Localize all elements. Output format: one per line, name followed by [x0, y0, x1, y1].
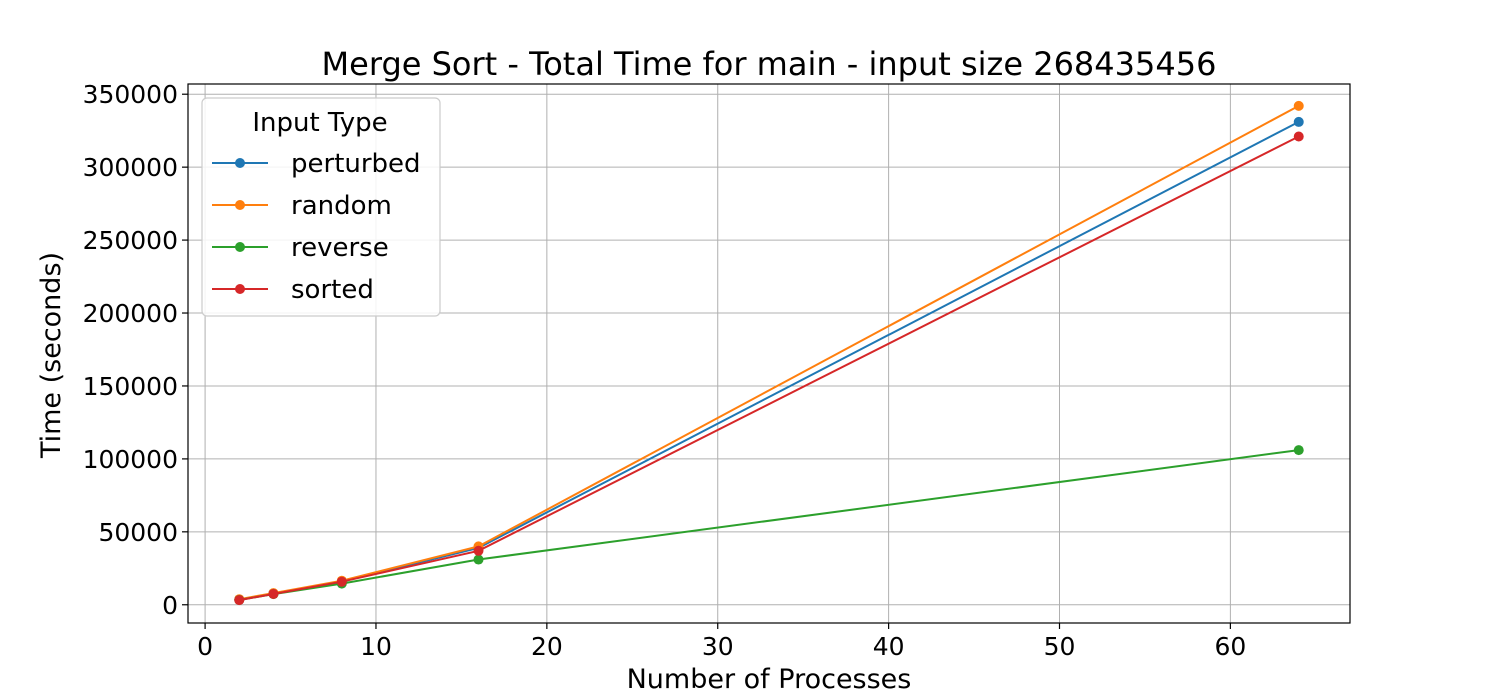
- data-point-sorted: [473, 545, 484, 556]
- data-point-sorted: [268, 588, 279, 599]
- x-tick-label: 60: [1214, 632, 1246, 661]
- legend-entries: perturbed random reverse sorted: [212, 149, 421, 305]
- x-tick-label: 0: [197, 632, 213, 661]
- x-tick-label: 30: [702, 632, 734, 661]
- legend-label: random: [291, 191, 392, 221]
- series-line-reverse: [239, 449, 1299, 601]
- x-tick-label: 50: [1044, 632, 1076, 661]
- legend-item-reverse: reverse: [212, 233, 389, 263]
- x-tick-label: 20: [531, 632, 563, 661]
- x-tick-label: 10: [360, 632, 392, 661]
- legend-title: Input Type: [252, 108, 387, 138]
- data-point-reverse: [1293, 445, 1304, 456]
- legend-label: sorted: [291, 275, 374, 305]
- legend-item-sorted: sorted: [212, 275, 374, 305]
- data-point-sorted: [234, 595, 245, 606]
- series-reverse: [234, 445, 1304, 605]
- legend-label: reverse: [291, 233, 389, 263]
- legend-box: [201, 97, 441, 317]
- legend: Input Type perturbed random reverse sorted: [201, 97, 441, 317]
- legend-marker: [235, 242, 245, 252]
- x-axis-label: Number of Processes: [627, 664, 912, 695]
- y-tick-label: 200000: [83, 299, 178, 328]
- y-tick-label: 150000: [83, 372, 178, 401]
- data-point-sorted: [1293, 131, 1304, 142]
- y-tick-label: 300000: [83, 153, 178, 182]
- data-point-random: [1293, 100, 1304, 111]
- y-tick-label: 50000: [98, 518, 178, 547]
- x-tick-label: 40: [873, 632, 905, 661]
- series-sorted: [234, 131, 1304, 606]
- y-axis-ticks: 0 50000 100000 150000 200000 250000 300000 3500…: [83, 80, 188, 620]
- plot-series: [234, 100, 1304, 606]
- legend-marker: [235, 158, 245, 168]
- x-axis-ticks: 0 10 20 30 40 50 60: [197, 623, 1246, 661]
- legend-label: perturbed: [291, 149, 421, 179]
- legend-marker: [235, 284, 245, 294]
- data-point-perturbed: [1293, 116, 1304, 127]
- legend-marker: [235, 200, 245, 210]
- y-tick-label: 100000: [83, 445, 178, 474]
- plot-frame: [187, 83, 1351, 624]
- y-tick-label: 0: [162, 591, 178, 620]
- legend-item-random: random: [212, 191, 392, 221]
- data-point-sorted: [336, 576, 347, 587]
- chart-title: Merge Sort - Total Time for main - input…: [322, 45, 1217, 83]
- data-point-reverse: [473, 554, 484, 565]
- y-tick-label: 250000: [83, 226, 178, 255]
- y-tick-label: 350000: [83, 80, 178, 109]
- legend-item-perturbed: perturbed: [212, 149, 421, 179]
- y-axis-label: Time (seconds): [36, 252, 67, 459]
